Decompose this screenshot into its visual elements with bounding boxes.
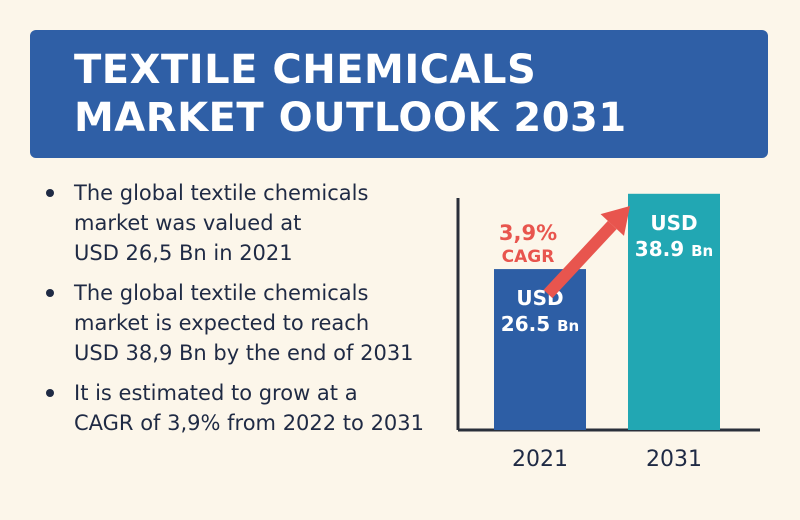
title-line-1: TEXTILE CHEMICALS xyxy=(74,47,537,93)
bar-label-number: 38.9 xyxy=(635,237,691,261)
fact-item-cagr: It is estimated to grow at a CAGR of 3,9… xyxy=(42,378,452,438)
bar-2031 xyxy=(628,193,720,430)
bullet-dot-icon xyxy=(46,289,54,297)
fact-line: It is estimated to grow at a xyxy=(74,381,358,405)
bar-label-number: 26.5 xyxy=(501,312,557,336)
bar-label-value: 26.5 Bn xyxy=(501,312,579,336)
fact-item-valuation: The global textile chemicals market was … xyxy=(42,178,452,268)
bullet-dot-icon xyxy=(46,389,54,397)
cagr-value: 3,9% xyxy=(499,221,557,245)
fact-line: market is expected to reach xyxy=(74,311,370,335)
bar-label-currency: USD xyxy=(650,211,697,235)
fact-line: CAGR of 3,9% from 2022 to 2031 xyxy=(74,411,425,435)
fact-line: The global textile chemicals xyxy=(74,181,369,205)
x-tick-label-2031: 2031 xyxy=(646,447,702,472)
fact-line: The global textile chemicals xyxy=(74,281,369,305)
key-facts-list: The global textile chemicals market was … xyxy=(42,178,452,448)
fact-line: market was valued at xyxy=(74,211,302,235)
bar-label-unit: Bn xyxy=(557,317,579,335)
x-tick-label-2021: 2021 xyxy=(512,447,568,472)
fact-line: USD 38,9 Bn by the end of 2031 xyxy=(74,341,414,365)
title-banner: TEXTILE CHEMICALS MARKET OUTLOOK 2031 xyxy=(30,30,768,158)
bullet-dot-icon xyxy=(46,189,54,197)
fact-item-forecast: The global textile chemicals market is e… xyxy=(42,278,452,368)
cagr-arrow-shaft xyxy=(543,220,617,299)
title-line-2: MARKET OUTLOOK 2031 xyxy=(74,95,627,141)
cagr-arrow-head-icon xyxy=(600,206,630,236)
bar-label-value: 38.9 Bn xyxy=(635,237,713,261)
cagr-label: CAGR xyxy=(502,247,555,267)
bar-label-unit: Bn xyxy=(691,242,713,260)
bar-2021 xyxy=(494,269,586,430)
fact-line: USD 26,5 Bn in 2021 xyxy=(74,241,293,265)
